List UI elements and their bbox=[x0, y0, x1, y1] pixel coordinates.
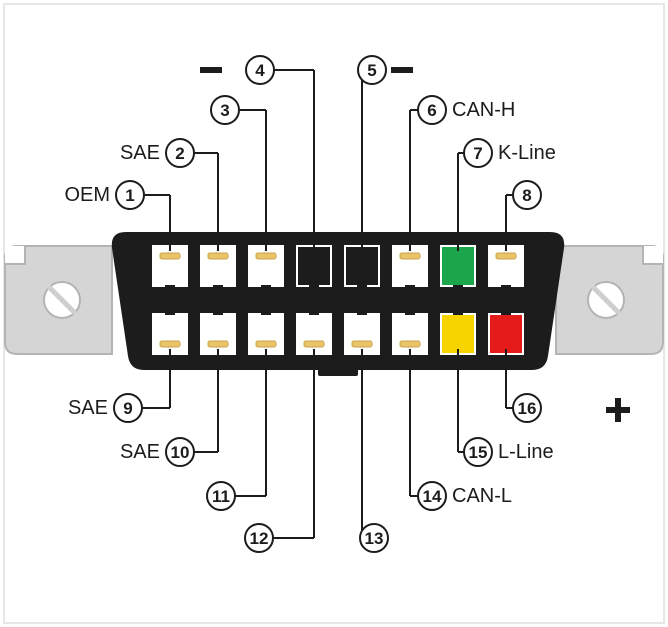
pin-2-callout: 2 bbox=[166, 139, 194, 167]
pin-11-callout: 11 bbox=[207, 482, 235, 510]
svg-text:7: 7 bbox=[473, 144, 482, 163]
svg-text:4: 4 bbox=[255, 61, 265, 80]
obd2-pinout-diagram: 1 OEM 2 SAE 3 4 5 6 CAN-H 7 K-Line 8 9 SAE 10 SAE 11 12 13… bbox=[0, 0, 668, 627]
svg-text:8: 8 bbox=[522, 186, 531, 205]
svg-text:12: 12 bbox=[250, 529, 269, 548]
svg-text:3: 3 bbox=[220, 101, 229, 120]
svg-text:11: 11 bbox=[212, 487, 230, 506]
svg-text:9: 9 bbox=[123, 399, 132, 418]
minus-pin5-icon bbox=[391, 67, 413, 73]
pin-9-label: SAE bbox=[68, 397, 108, 419]
obd2-connector bbox=[112, 232, 564, 376]
svg-text:10: 10 bbox=[171, 443, 190, 462]
pin-13-callout: 13 bbox=[360, 524, 388, 552]
pin-1-callout: 1 bbox=[116, 181, 144, 209]
pin-12-callout: 12 bbox=[245, 524, 273, 552]
svg-text:6: 6 bbox=[427, 101, 436, 120]
pin-7-label: K-Line bbox=[498, 142, 556, 164]
svg-text:15: 15 bbox=[469, 443, 488, 462]
pin-4-callout: 4 bbox=[246, 56, 274, 84]
svg-text:1: 1 bbox=[125, 186, 134, 205]
minus-pin4-icon bbox=[200, 67, 222, 73]
pin-10-callout: 10 bbox=[166, 438, 194, 466]
pin-6-callout: 6 bbox=[418, 96, 446, 124]
pin-1-label: OEM bbox=[64, 184, 110, 206]
diagram-svg: 1 OEM 2 SAE 3 4 5 6 CAN-H 7 K-Line 8 9 SAE 10 SAE 11 12 13… bbox=[0, 0, 668, 627]
svg-text:14: 14 bbox=[423, 487, 442, 506]
svg-text:16: 16 bbox=[518, 399, 537, 418]
svg-text:5: 5 bbox=[367, 61, 376, 80]
pin-14-label: CAN-L bbox=[452, 485, 512, 507]
pin-3-callout: 3 bbox=[211, 96, 239, 124]
pin-15-callout: 15 bbox=[464, 438, 492, 466]
pin-10-label: SAE bbox=[120, 441, 160, 463]
pin-15-label: L-Line bbox=[498, 441, 554, 463]
pin-7-callout: 7 bbox=[464, 139, 492, 167]
pin-9-callout: 9 bbox=[114, 394, 142, 422]
pin-2-label: SAE bbox=[120, 142, 160, 164]
pin-16-callout: 16 bbox=[513, 394, 541, 422]
pin-5-callout: 5 bbox=[358, 56, 386, 84]
svg-text:13: 13 bbox=[365, 529, 384, 548]
pin-6-label: CAN-H bbox=[452, 99, 515, 121]
svg-text:2: 2 bbox=[175, 144, 184, 163]
pin-8-callout: 8 bbox=[513, 181, 541, 209]
pin-14-callout: 14 bbox=[418, 482, 446, 510]
